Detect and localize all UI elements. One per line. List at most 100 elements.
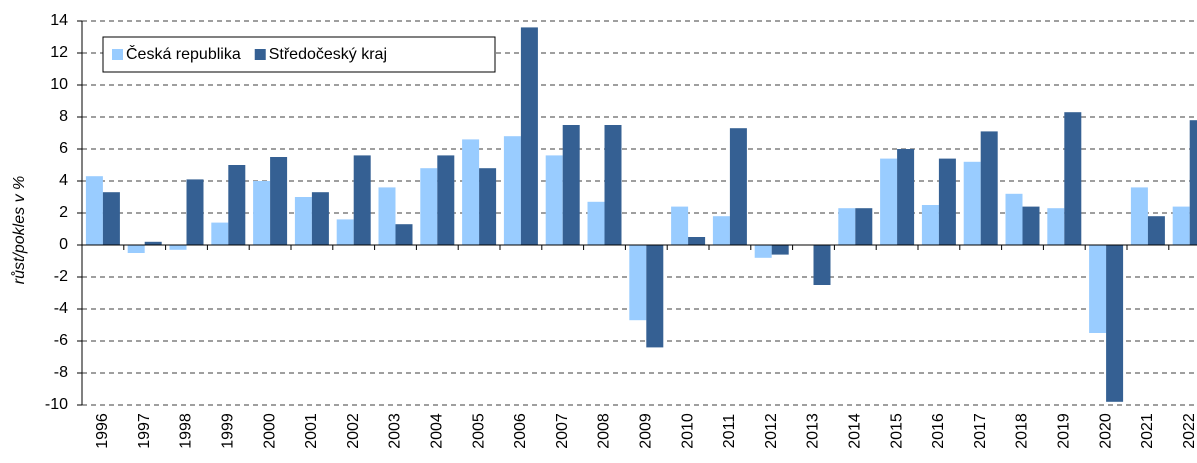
bar [420, 168, 438, 245]
x-tick-label: 2007 [554, 413, 571, 449]
bar [520, 27, 538, 246]
bar [1047, 208, 1065, 245]
bar [270, 157, 288, 245]
bar [1089, 245, 1107, 333]
legend: Česká republika Středočeský kraj [102, 36, 496, 73]
bar [228, 165, 246, 245]
legend-label: Středočeský kraj [269, 46, 387, 63]
bar [1147, 216, 1165, 245]
bar [729, 128, 747, 245]
x-tick-label: 2012 [763, 413, 780, 449]
x-tick-label: 2000 [261, 413, 278, 449]
x-tick-label: 2006 [512, 413, 529, 449]
y-tick-label: 10 [50, 76, 68, 93]
legend-box [102, 36, 496, 73]
bar [311, 192, 329, 245]
y-tick-label: -4 [54, 300, 68, 317]
x-tick-label: 2022 [1181, 413, 1197, 449]
x-tick-label: 1999 [220, 413, 237, 449]
bar [688, 237, 706, 245]
y-tick-label: 2 [59, 204, 68, 221]
y-tick-label: -8 [54, 364, 68, 381]
x-tick-label: 2003 [387, 413, 404, 449]
bar [604, 125, 622, 245]
bar [1022, 206, 1040, 245]
bar [545, 155, 563, 245]
x-tick-label: 2004 [429, 413, 446, 449]
x-tick-label: 2015 [888, 413, 905, 449]
bar [855, 208, 873, 245]
bar [629, 245, 647, 321]
bar [880, 158, 898, 245]
x-tick-label: 2013 [805, 413, 822, 449]
bar [211, 222, 229, 245]
x-tick-label: 2016 [930, 413, 947, 449]
bar [395, 224, 413, 245]
bar [921, 205, 939, 245]
y-tick-label: -10 [45, 396, 68, 413]
x-tick-label: 1998 [178, 413, 195, 449]
x-tick-label: 2005 [470, 413, 487, 449]
bar [813, 245, 831, 285]
bar [437, 155, 455, 245]
bar [712, 216, 730, 245]
bar [503, 136, 521, 245]
y-tick-label: 0 [59, 236, 68, 253]
bar [1130, 187, 1148, 245]
bar [646, 245, 664, 348]
bar [754, 245, 772, 258]
bar [963, 161, 981, 245]
bar [186, 179, 204, 245]
y-tick-label: -6 [54, 332, 68, 349]
bar [771, 245, 789, 255]
x-tick-label: 2021 [1139, 413, 1156, 449]
x-tick-label: 2011 [721, 414, 738, 449]
x-tick-label: 2008 [596, 413, 613, 449]
y-tick-label: 14 [50, 12, 68, 29]
bar [169, 245, 187, 250]
x-tick-label: 2009 [638, 413, 655, 449]
bar [671, 206, 689, 245]
x-tick-label: 2010 [679, 413, 696, 449]
bar [462, 139, 480, 245]
bar [1005, 193, 1023, 245]
bar [353, 155, 371, 245]
legend-label: Česká republika [126, 44, 241, 63]
bar [1064, 112, 1082, 245]
bar [980, 131, 998, 245]
x-tick-label: 2019 [1056, 413, 1073, 449]
bar [127, 245, 145, 253]
x-tick-label: 1997 [136, 413, 153, 449]
bar [253, 181, 271, 245]
x-tick-label: 2018 [1014, 413, 1031, 449]
bar [838, 208, 856, 245]
y-tick-label: 12 [50, 44, 68, 61]
bar [897, 149, 915, 245]
bar [562, 125, 580, 245]
bar [294, 197, 312, 245]
x-tick-label: 2014 [847, 413, 864, 449]
legend-swatch [112, 49, 123, 60]
x-tick-label: 2017 [972, 413, 989, 449]
x-tick-label: 2002 [345, 413, 362, 449]
bar [1106, 245, 1124, 402]
y-axis-label: růst/pokles v % [10, 176, 28, 284]
y-tick-label: 8 [59, 108, 68, 125]
bar [378, 187, 396, 245]
x-tick-label: 2001 [303, 413, 320, 449]
bar [938, 158, 956, 245]
bar [336, 219, 354, 245]
x-tick-label: 2020 [1097, 413, 1114, 449]
y-tick-label: 4 [59, 172, 68, 189]
bar [85, 176, 103, 245]
legend-swatch [254, 49, 266, 60]
bar [587, 201, 605, 245]
bar [479, 168, 497, 245]
bar [1189, 120, 1197, 245]
y-tick-label: -2 [54, 268, 68, 285]
x-tick-label: 1996 [94, 413, 111, 449]
bar [102, 192, 120, 245]
bar [144, 241, 162, 245]
bar [1172, 206, 1190, 245]
